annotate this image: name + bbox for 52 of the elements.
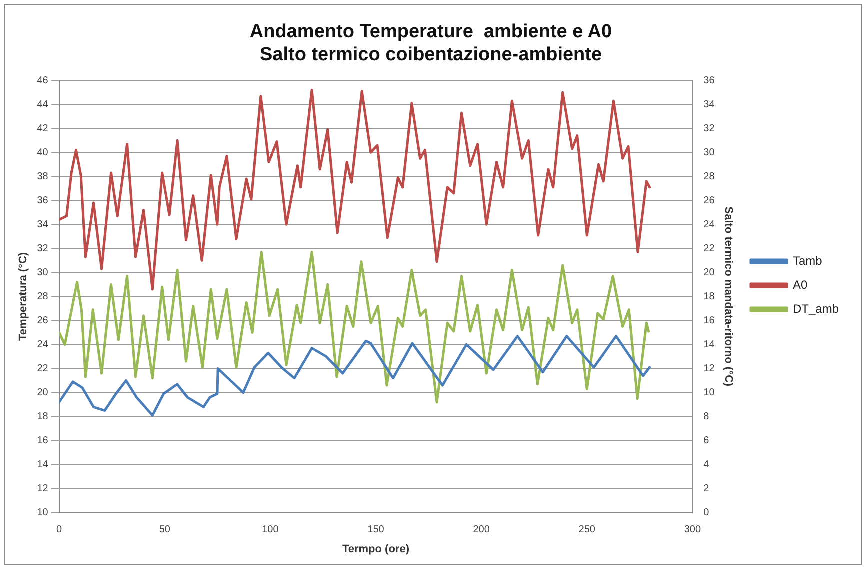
x-tick-label: 100 [262,524,280,536]
x-tick-label: 0 [56,524,63,536]
y-tick-label: 40 [37,147,49,158]
y-tick-label: 26 [37,315,49,326]
y2-tick-label: 36 [704,75,716,86]
y-tick-label: 20 [37,387,49,398]
y-tick-label: 38 [37,171,49,182]
legend-label: Tamb [792,254,823,268]
x-tick-label: 150 [368,524,385,536]
y-tick-label: 18 [37,412,49,423]
y-tick-label: 28 [37,291,49,302]
y2-tick-label: 14 [704,339,716,350]
y-tick-label: 44 [37,99,49,110]
legend-label: DT_amb [792,302,840,316]
y2-tick-label: 24 [704,219,716,230]
y2-tick-label: 22 [704,243,716,254]
y-tick-label: 32 [37,243,49,254]
y2-tick-label: 28 [704,171,716,182]
y2-tick-label: 12 [704,363,716,374]
y2-tick-label: 34 [704,99,716,110]
x-tick-label: 200 [473,524,490,536]
y2-tick-label: 4 [704,460,710,471]
y2-tick-label: 10 [704,387,716,398]
y-tick-label: 36 [37,195,49,206]
x-tick-label: 250 [578,524,596,536]
chart-title: Andamento Temperature ambiente e A0 Salto termico coibentazione-ambiente [250,22,612,66]
y-axis-title: Temperatura (°C) [18,252,30,341]
y-tick-label: 34 [37,219,49,230]
y-tick-label: 30 [37,267,49,278]
y-tick-label: 24 [37,339,49,350]
y2-tick-label: 0 [704,508,710,519]
y2-tick-label: 2 [704,484,710,495]
legend-label: A0 [792,278,808,292]
y-tick-label: 46 [37,75,49,86]
y2-axis-title: Salto termico mandata-ritorno (°C) [722,206,734,387]
y2-tick-label: 30 [704,147,716,158]
y2-tick-label: 8 [704,412,710,423]
y2-tick-label: 6 [704,436,710,447]
y-tick-label: 22 [37,363,49,374]
x-axis-title: Termpo (ore) [342,543,410,556]
y2-tick-label: 16 [704,315,716,326]
y-tick-label: 42 [37,123,49,134]
y2-tick-label: 26 [704,195,716,206]
y-tick-label: 14 [37,460,49,471]
x-tick-label: 50 [159,524,171,536]
y2-tick-label: 32 [704,123,716,134]
y-tick-label: 10 [37,508,49,519]
y2-tick-label: 18 [704,291,716,302]
y-tick-label: 16 [37,436,49,447]
y2-tick-label: 20 [704,267,716,278]
x-tick-label: 300 [684,524,702,536]
y-tick-label: 12 [37,484,49,495]
